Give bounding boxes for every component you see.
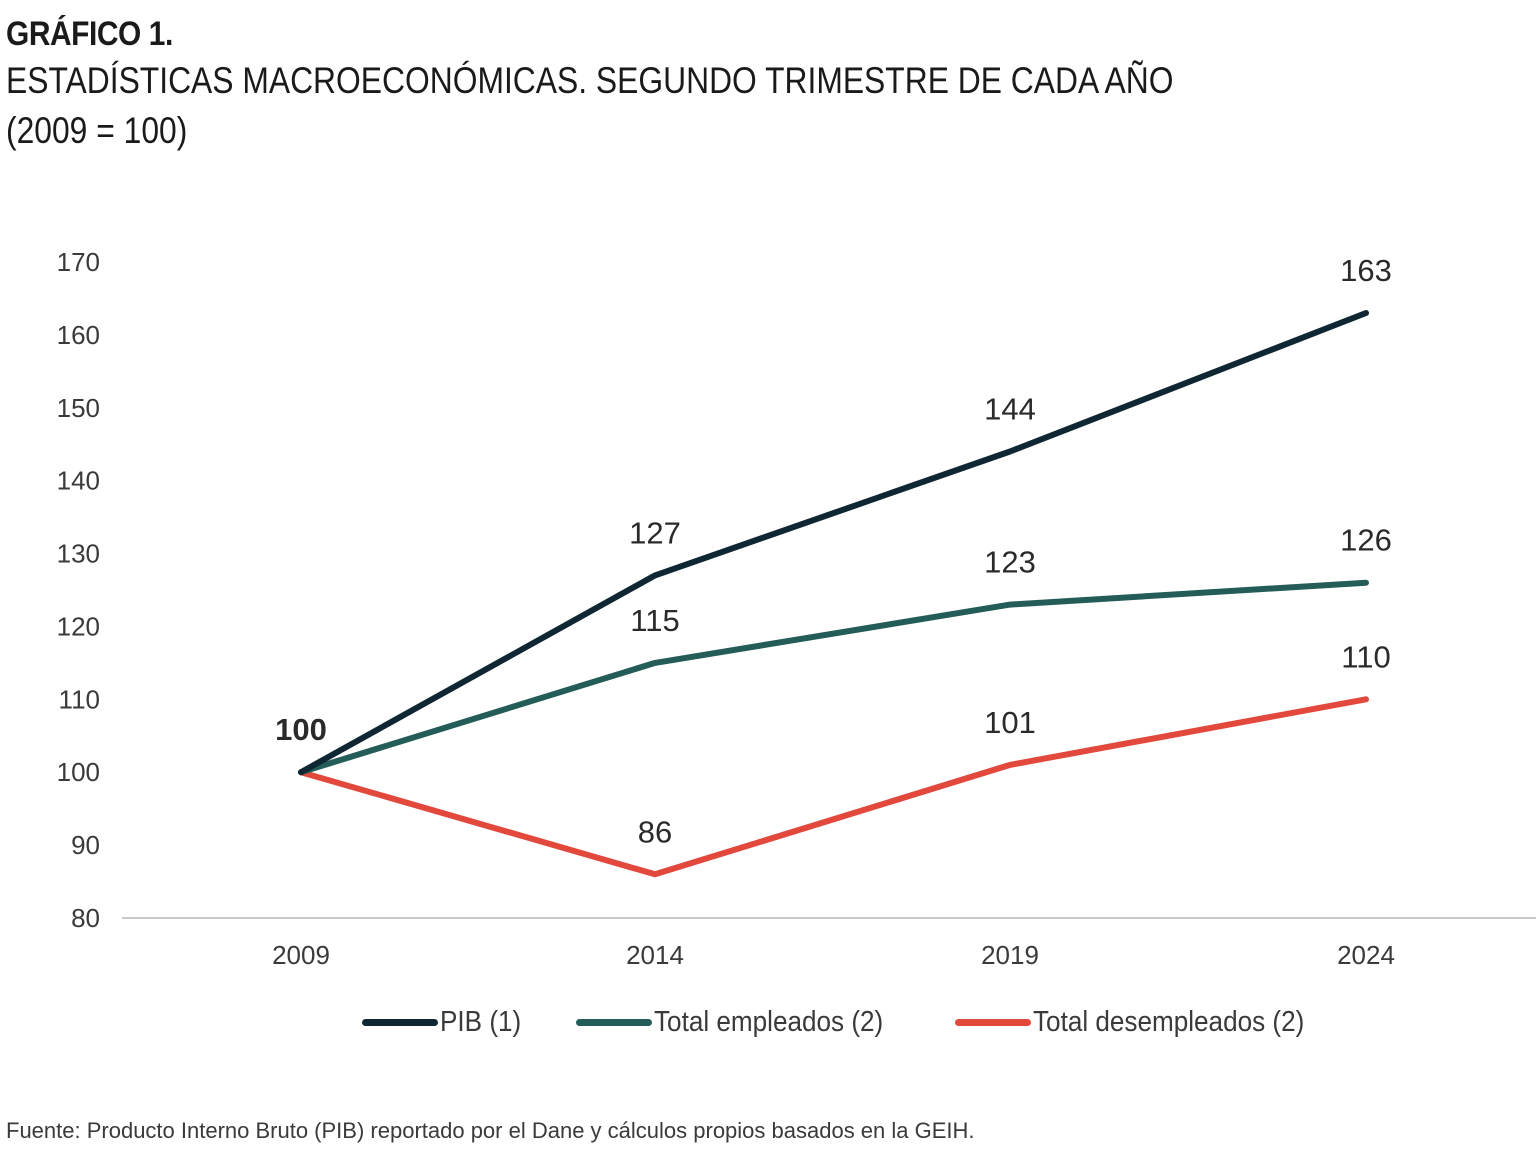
chart-number: GRÁFICO 1. — [6, 15, 173, 53]
data-label: 127 — [629, 515, 681, 550]
series-line-total-desempleados — [298, 696, 1369, 878]
legend-label-total-empleados: Total empleados (2) — [654, 1005, 884, 1038]
data-label: 100 — [275, 712, 327, 747]
data-label: 115 — [630, 603, 679, 638]
legend-item-pib: PIB (1) — [362, 1006, 530, 1039]
data-label: 163 — [1340, 253, 1392, 288]
data-label: 101 — [984, 705, 1036, 740]
data-label: 110 — [1341, 639, 1390, 674]
legend-label-pib: PIB (1) — [440, 1005, 522, 1038]
legend-label-total-desempleados: Total desempleados (2) — [1032, 1005, 1305, 1038]
series-line-pib — [298, 310, 1369, 776]
data-label: 123 — [984, 545, 1036, 580]
chart-legend: PIB (1) Total empleados (2) Total desemp… — [362, 1000, 1380, 1044]
legend-item-total-desempleados: Total desempleados (2) — [954, 1005, 1334, 1039]
y-tick-label: 160 — [57, 320, 100, 350]
chart-header: GRÁFICO 1. ESTADÍSTICAS MACROECONÓMICAS.… — [6, 12, 1364, 156]
legend-swatch-pib — [362, 1018, 438, 1026]
y-tick-label: 140 — [57, 466, 100, 496]
x-tick-label: 2024 — [1337, 940, 1395, 970]
y-tick-label: 170 — [57, 247, 100, 277]
source-note: Fuente: Producto Interno Bruto (PIB) rep… — [6, 1118, 975, 1143]
data-label: 86 — [638, 814, 672, 849]
y-tick-label: 100 — [57, 757, 100, 787]
y-axis: 80 90 100 110 120 130 140 150 160 170 — [57, 247, 100, 933]
x-tick-label: 2014 — [626, 940, 684, 970]
x-axis: 2009 2014 2019 2024 — [272, 940, 1395, 970]
y-tick-label: 90 — [71, 830, 100, 860]
data-labels: 100 127 144 163 115 123 126 86 101 110 — [275, 253, 1392, 849]
x-tick-label: 2009 — [272, 940, 330, 970]
y-tick-label: 80 — [71, 903, 100, 933]
legend-swatch-total-empleados — [576, 1018, 653, 1026]
legend-swatch-total-desempleados — [954, 1018, 1031, 1026]
data-label: 126 — [1340, 523, 1392, 558]
line-chart: 80 90 100 110 120 130 140 150 160 170 2009 2014 201… — [57, 247, 1536, 970]
chart-title: ESTADÍSTICAS MACROECONÓMICAS. SEGUNDO TR… — [6, 60, 1174, 101]
chart-subtitle: (2009 = 100) — [6, 110, 188, 151]
series-lines — [298, 310, 1369, 878]
y-tick-label: 120 — [57, 611, 100, 641]
x-tick-label: 2019 — [981, 940, 1039, 970]
data-label: 144 — [984, 392, 1036, 427]
y-tick-label: 110 — [59, 684, 100, 714]
legend-item-total-empleados: Total empleados (2) — [576, 1006, 909, 1039]
y-tick-label: 150 — [57, 393, 100, 423]
y-tick-label: 130 — [57, 539, 100, 569]
series-line-total-empleados — [298, 579, 1369, 776]
